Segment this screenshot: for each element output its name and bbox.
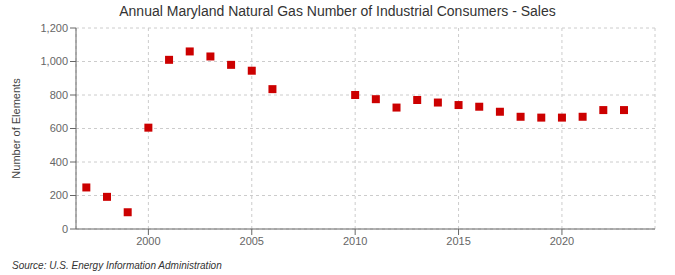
html-text:Source: U.S. Energy Informatio: Source: U.S. Energy Information Administ… — [12, 260, 222, 271]
svg-text:400: 400 — [50, 156, 68, 168]
svg-text:1,000: 1,000 — [40, 55, 68, 67]
svg-text:2020: 2020 — [550, 235, 574, 247]
svg-text:2010: 2010 — [343, 235, 367, 247]
svg-text:600: 600 — [50, 122, 68, 134]
svg-text:200: 200 — [50, 189, 68, 201]
svg-text:2005: 2005 — [240, 235, 264, 247]
svg-text:2015: 2015 — [446, 235, 470, 247]
svg-text:800: 800 — [50, 89, 68, 101]
svg-text:0: 0 — [62, 223, 68, 235]
svg-text:Number of Elements: Number of Elements — [10, 78, 22, 179]
html-text:Annual Maryland Natural Gas Nu: Annual Maryland Natural Gas Number of In… — [119, 3, 556, 19]
svg-text:1,200: 1,200 — [40, 22, 68, 34]
svg-text:2000: 2000 — [136, 235, 160, 247]
